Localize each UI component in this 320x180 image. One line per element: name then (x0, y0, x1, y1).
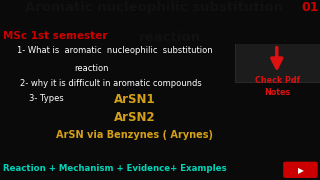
Text: ▶: ▶ (298, 166, 303, 175)
Text: Aromatic nucleophilic substitution: Aromatic nucleophilic substitution (25, 1, 283, 14)
Text: Check Pdf: Check Pdf (255, 76, 300, 85)
Text: 2- why it is difficult in aromatic compounds: 2- why it is difficult in aromatic compo… (20, 79, 201, 88)
Text: Reaction + Mechanism + Evidence+ Examples: Reaction + Mechanism + Evidence+ Example… (4, 164, 227, 173)
Text: ArSN2: ArSN2 (114, 111, 155, 124)
Text: reaction: reaction (74, 64, 108, 73)
Text: reaction: reaction (139, 31, 201, 44)
FancyBboxPatch shape (235, 43, 320, 82)
Text: ArSN1: ArSN1 (114, 93, 155, 106)
Text: ArSN via Benzynes ( Arynes): ArSN via Benzynes ( Arynes) (56, 130, 213, 140)
FancyBboxPatch shape (283, 162, 318, 178)
Text: 1- What is  aromatic  nucleophilic  substitution: 1- What is aromatic nucleophilic substit… (17, 46, 213, 55)
Text: 01: 01 (301, 1, 318, 14)
Text: MSc 1st semester: MSc 1st semester (3, 31, 108, 41)
Text: 3- Types: 3- Types (29, 94, 64, 103)
Text: Notes: Notes (265, 88, 291, 97)
